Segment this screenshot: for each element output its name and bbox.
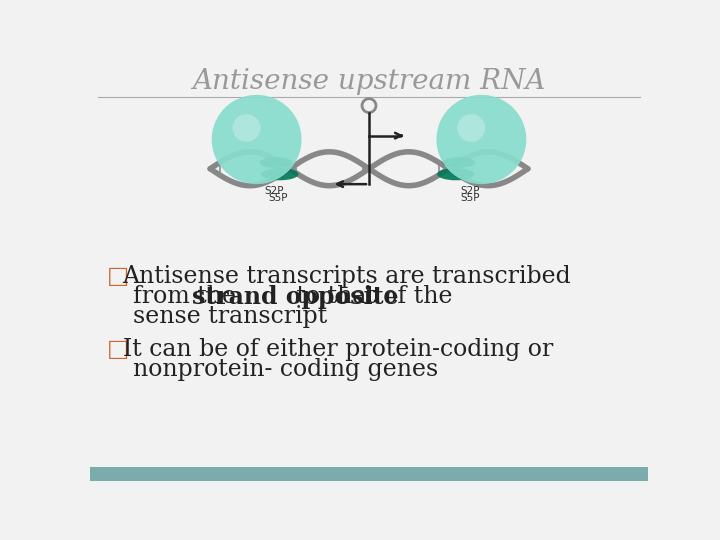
Text: It can be of either protein-coding or: It can be of either protein-coding or	[122, 338, 553, 361]
Text: from the: from the	[132, 285, 243, 308]
Circle shape	[212, 95, 302, 184]
Text: strand opposite: strand opposite	[192, 285, 398, 309]
Text: □: □	[107, 338, 130, 361]
Text: Antisense upstream RNA: Antisense upstream RNA	[192, 68, 546, 95]
Ellipse shape	[261, 168, 299, 180]
Text: S5P: S5P	[461, 193, 480, 204]
Text: Antisense transcripts are transcribed: Antisense transcripts are transcribed	[122, 265, 571, 288]
Ellipse shape	[443, 157, 475, 168]
Text: □: □	[107, 265, 130, 288]
Text: to that of the: to that of the	[289, 285, 453, 308]
Text: sense transcript: sense transcript	[132, 305, 327, 328]
Ellipse shape	[437, 168, 474, 180]
Text: nonprotein- coding genes: nonprotein- coding genes	[132, 358, 438, 381]
Text: S5P: S5P	[269, 193, 288, 204]
Circle shape	[233, 114, 261, 142]
Circle shape	[457, 114, 485, 142]
Circle shape	[436, 95, 526, 184]
Bar	[90, 467, 648, 481]
Ellipse shape	[260, 157, 292, 168]
Text: S2P: S2P	[461, 186, 480, 197]
Text: S2P: S2P	[264, 186, 284, 197]
